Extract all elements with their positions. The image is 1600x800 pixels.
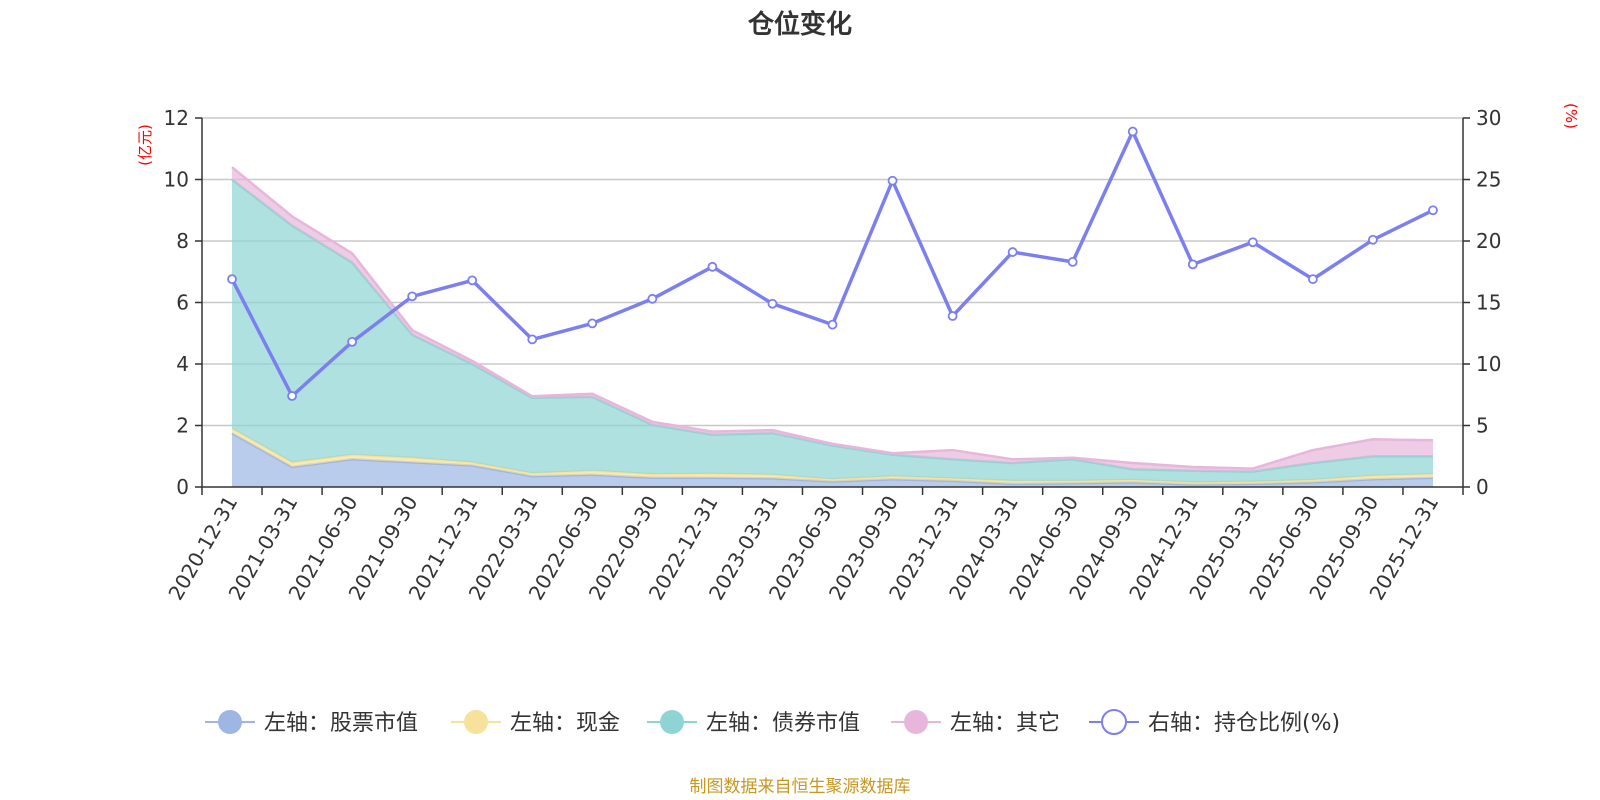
ratio-point <box>1187 259 1198 270</box>
stacked-areas <box>231 166 1434 487</box>
left-axis-tick-label: 10 <box>164 168 189 192</box>
ratio-point <box>1428 205 1438 216</box>
left-axis-unit-label: (亿元) <box>136 124 154 166</box>
right-axis-tick-label: 5 <box>1476 414 1489 438</box>
area-左轴：债券市值 <box>232 179 1433 483</box>
ratio-point <box>887 175 898 186</box>
ratio-point <box>767 298 778 309</box>
right-axis-tick-label: 0 <box>1476 475 1489 499</box>
ratio-point <box>1307 274 1318 285</box>
ratio-point <box>647 293 658 304</box>
ratio-point <box>707 261 718 272</box>
ratio-point <box>467 275 478 286</box>
legend-label: 右轴：持仓比例(%) <box>1148 711 1340 736</box>
left-axis-tick-label: 6 <box>176 291 189 315</box>
ratio-point <box>1127 126 1138 137</box>
legend: 左轴：股票市值 左轴：现金 左轴：债券市值 左轴：其它 右轴：持仓比例(%) <box>205 709 1340 736</box>
ratio-point <box>287 391 297 401</box>
area-edge-左轴：其它 <box>231 166 1434 470</box>
ratio-point <box>947 311 958 321</box>
right-axis-tick-label: 10 <box>1476 352 1501 376</box>
legend-label: 左轴：股票市值 <box>264 711 418 736</box>
ratio-point <box>827 319 838 330</box>
legend-marker <box>904 710 928 734</box>
right-axis-tick-label: 20 <box>1476 229 1501 253</box>
ratio-point <box>1007 247 1018 257</box>
ratio-point <box>347 336 358 347</box>
legend-label: 左轴：其它 <box>950 711 1060 736</box>
left-axis-tick-label: 0 <box>176 475 189 499</box>
ratio-point <box>227 274 237 285</box>
left-axis-tick-label: 8 <box>176 229 189 253</box>
ratio-point <box>407 291 418 302</box>
ratio-point <box>1247 237 1258 248</box>
left-axis-tick-label: 12 <box>164 106 189 130</box>
right-axis-unit-label: (%) <box>1562 103 1580 129</box>
legend-marker <box>464 710 488 734</box>
ratio-point <box>1368 234 1378 245</box>
legend-marker <box>218 710 242 734</box>
ratio-line <box>227 126 1438 401</box>
legend-label: 左轴：债券市值 <box>706 711 860 736</box>
right-axis-tick-label: 30 <box>1476 106 1501 130</box>
ratio-point <box>587 318 598 329</box>
left-axis-tick-label: 4 <box>176 352 189 376</box>
left-axis-tick-label: 2 <box>176 414 189 438</box>
legend-marker <box>660 710 684 734</box>
ratio-point <box>1067 257 1078 267</box>
data-source-footer: 制图数据来自恒生聚源数据库 <box>690 777 911 797</box>
chart-title: 仓位变化 <box>747 9 852 40</box>
ratio-point <box>527 334 538 345</box>
right-axis-tick-label: 25 <box>1476 168 1501 192</box>
right-axis-tick-label: 15 <box>1476 291 1501 315</box>
legend-label: 左轴：现金 <box>510 711 620 736</box>
area-左轴：股票市值 <box>232 433 1433 487</box>
legend-marker <box>1101 709 1127 735</box>
